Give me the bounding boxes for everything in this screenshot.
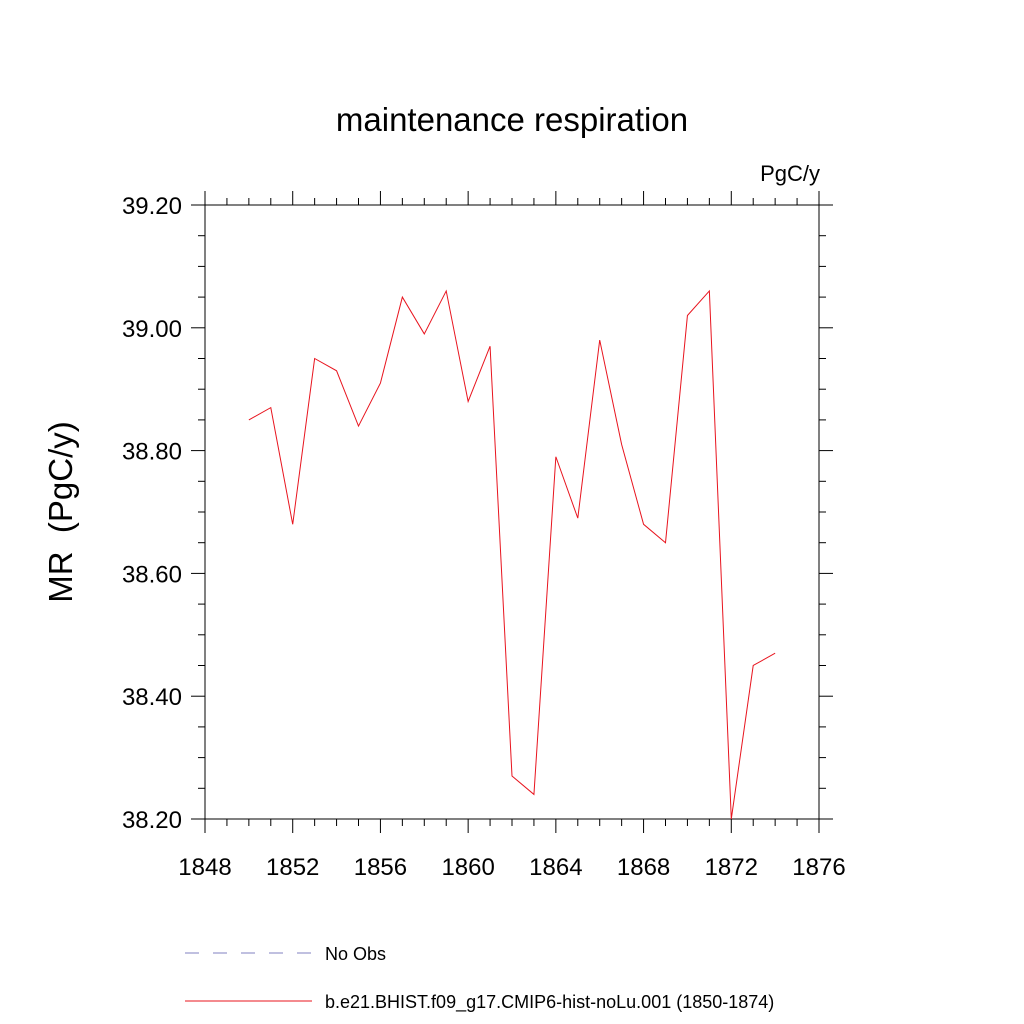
legend-label: b.e21.BHIST.f09_g17.CMIP6-hist-noLu.001 …	[325, 992, 774, 1013]
y-tick-label: 38.40	[122, 684, 182, 711]
y-tick-label: 38.20	[122, 807, 182, 834]
x-tick-label: 1872	[705, 854, 758, 881]
legend: No Obs b.e21.BHIST.f09_g17.CMIP6-hist-noL…	[185, 944, 774, 1013]
y-axis-ticks: 38.20 38.40 38.60 38.80 39.00 39.20	[122, 193, 833, 834]
y-tick-label: 39.00	[122, 316, 182, 343]
series-layer	[248, 289, 776, 820]
y-tick-label: 38.80	[122, 439, 182, 466]
x-tick-label: 1852	[266, 854, 319, 881]
x-tick-label: 1860	[441, 854, 494, 881]
x-tick-label: 1856	[354, 854, 407, 881]
y-tick-label: 39.20	[122, 193, 182, 220]
units-label: PgC/y	[760, 161, 820, 186]
legend-label: No Obs	[325, 944, 386, 964]
x-tick-label: 1864	[529, 854, 582, 881]
x-tick-label: 1876	[792, 854, 845, 881]
y-axis-label: MR (PgC/y)	[42, 421, 79, 603]
x-tick-label: 1848	[178, 854, 231, 881]
x-axis-ticks: 1848 1852 1856 1860 1864 1868 1872 1876	[178, 191, 846, 881]
chart-title: maintenance respiration	[336, 101, 688, 138]
series-line	[248, 289, 776, 820]
x-tick-label: 1868	[617, 854, 670, 881]
y-tick-label: 38.60	[122, 561, 182, 588]
plot-frame	[204, 204, 820, 820]
